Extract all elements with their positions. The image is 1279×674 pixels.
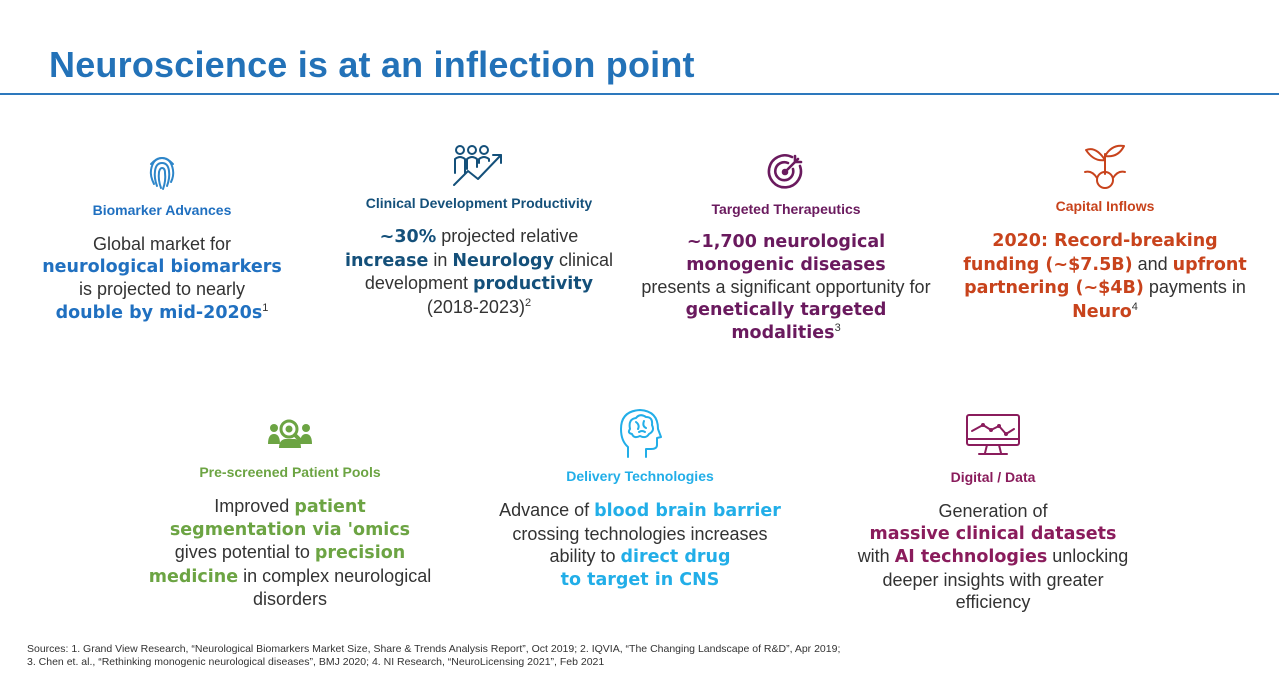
body-text: unlocking <box>1047 546 1129 566</box>
card-body: ~1,700 neurological monogenic diseases p… <box>630 231 942 345</box>
highlight-text: segmentation via 'omics <box>169 519 411 540</box>
highlight-text: monogenic diseases <box>686 254 886 275</box>
body-text: gives potential to <box>174 542 315 562</box>
body-text: (2018-2023) <box>426 296 525 317</box>
highlight-text: massive clinical datasets <box>869 523 1117 544</box>
card-body: Generation of massive clinical datasets … <box>838 500 1148 614</box>
page-title: Neuroscience is at an inflection point <box>49 44 695 85</box>
body-text: with <box>857 546 895 566</box>
body-text: in <box>428 249 453 270</box>
highlight-text: 2020: Record-breaking <box>992 231 1218 251</box>
body-line: deeper insights with greater <box>882 569 1104 590</box>
sources-footnote: Sources: 1. Grand View Research, “Neurol… <box>27 643 840 669</box>
footnote-ref: 3 <box>834 322 841 334</box>
body-line: is projected to nearly <box>78 279 246 299</box>
highlight-text: funding (~$7.5B) <box>963 254 1133 275</box>
body-text: ability to <box>549 546 621 566</box>
highlight-text: ~30% <box>379 227 437 247</box>
highlight-text: direct drug <box>620 547 731 567</box>
sprouting-coin-icon <box>1084 144 1126 189</box>
highlight-text: neurological biomarkers <box>42 256 282 277</box>
body-text: clinical <box>554 249 614 270</box>
card-biomarker-advances: Biomarker Advances Global market for neu… <box>22 150 302 324</box>
highlight-text: medicine <box>148 566 239 587</box>
body-line: disorders <box>252 589 328 609</box>
footnote-ref: 2 <box>524 296 532 309</box>
card-patient-pools: Pre-screened Patient Pools Improved pati… <box>135 418 445 611</box>
body-line: Global market for <box>92 234 232 254</box>
body-line: presents a significant opportunity for <box>641 277 931 297</box>
body-line: Generation of <box>938 501 1048 521</box>
card-title: Capital Inflows <box>1055 198 1155 214</box>
card-body: Improved patient segmentation via 'omics… <box>135 495 445 611</box>
highlight-text: blood brain barrier <box>594 501 781 521</box>
card-delivery-technologies: Delivery Technologies Advance of blood b… <box>485 407 795 591</box>
sources-line: 3. Chen et. al., “Rethinking monogenic n… <box>27 656 605 668</box>
head-brain-icon <box>620 409 662 458</box>
card-title: Digital / Data <box>950 469 1036 485</box>
card-clinical-development: Clinical Development Productivity ~30% p… <box>323 143 635 318</box>
highlight-text: ~1,700 neurological <box>686 232 886 252</box>
highlight-text: double by mid-2020s <box>55 302 263 323</box>
body-line: crossing technologies increases <box>512 523 768 544</box>
body-text: development <box>364 273 473 293</box>
fingerprint-icon <box>149 156 175 190</box>
target-icon <box>767 154 803 189</box>
people-growth-arrow-icon <box>453 145 502 186</box>
highlight-text: modalities <box>731 323 835 343</box>
card-capital-inflows: Capital Inflows 2020: Record-breaking fu… <box>950 142 1260 323</box>
highlight-text: to target in CNS <box>560 569 720 590</box>
highlight-text: increase <box>344 250 429 271</box>
monitor-chart-icon <box>966 414 1020 455</box>
body-line: efficiency <box>955 592 1031 612</box>
body-text: payments in <box>1143 277 1246 297</box>
footnote-ref: 4 <box>1131 300 1138 313</box>
highlight-text: genetically targeted <box>685 299 887 320</box>
body-text: projected relative <box>436 226 579 246</box>
body-text: and <box>1132 253 1173 274</box>
body-text: Improved <box>214 496 295 516</box>
card-title: Delivery Technologies <box>566 468 714 484</box>
highlight-text: upfront <box>1172 254 1247 275</box>
card-title: Clinical Development Productivity <box>365 195 593 211</box>
body-text: in complex neurological <box>238 565 432 586</box>
footnote-ref: 1 <box>262 301 269 314</box>
card-digital-data: Digital / Data Generation of massive cli… <box>838 413 1148 614</box>
highlight-text: Neurology <box>452 250 554 271</box>
highlight-text: AI technologies <box>894 547 1048 567</box>
highlight-text: productivity <box>472 274 594 294</box>
title-divider <box>0 93 1279 95</box>
highlight-text: Neuro <box>1072 301 1132 322</box>
body-text: Advance of <box>499 500 595 520</box>
card-title: Biomarker Advances <box>92 202 232 218</box>
card-body: ~30% projected relative increase in Neur… <box>323 225 635 318</box>
highlight-text: precision <box>314 543 406 563</box>
card-targeted-therapeutics: Targeted Therapeutics ~1,700 neurologica… <box>630 152 942 345</box>
sources-line: Sources: 1. Grand View Research, “Neurol… <box>27 643 841 655</box>
card-title: Targeted Therapeutics <box>711 201 861 217</box>
people-magnifier-icon <box>268 419 312 448</box>
card-body: Advance of blood brain barrier crossing … <box>485 499 795 591</box>
highlight-text: patient <box>294 497 366 517</box>
highlight-text: partnering (~$4B) <box>964 278 1144 298</box>
card-body: Global market for neurological biomarker… <box>22 233 302 324</box>
card-title: Pre-screened Patient Pools <box>199 464 381 480</box>
card-body: 2020: Record-breaking funding (~$7.5B) a… <box>950 230 1260 323</box>
